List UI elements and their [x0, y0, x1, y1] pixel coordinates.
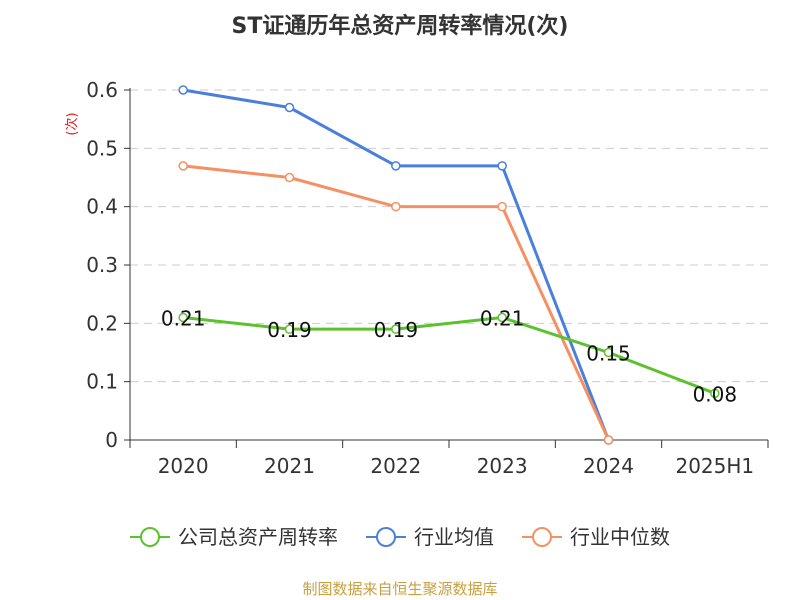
legend-marker	[532, 527, 552, 547]
legend-marker	[140, 527, 160, 547]
data-label: 0.21	[161, 307, 206, 331]
y-tick-label: 0.6	[86, 78, 118, 102]
x-tick-label: 2021	[264, 454, 315, 478]
y-tick-label: 0.1	[86, 370, 118, 394]
y-tick-label: 0.2	[86, 311, 118, 335]
data-point	[603, 435, 614, 445]
data-point	[284, 102, 295, 113]
y-tick-label: 0.3	[86, 253, 118, 277]
legend-label: 公司总资产周转率	[178, 525, 338, 549]
legend-marker	[376, 527, 396, 547]
series-line	[183, 316, 716, 395]
data-point	[391, 161, 401, 171]
data-label: 0.08	[693, 382, 738, 406]
data-point	[178, 312, 188, 323]
x-tick-label: 2020	[158, 454, 209, 478]
legend-item[interactable]: 公司总资产周转率	[130, 525, 338, 549]
source-note: 制图数据来自恒生聚源数据库	[302, 580, 497, 598]
series-lines	[178, 85, 720, 445]
legend-label: 行业均值	[414, 525, 494, 549]
data-point	[178, 161, 188, 171]
data-label: 0.21	[480, 307, 525, 331]
data-point	[603, 347, 614, 358]
data-point	[497, 161, 507, 171]
data-point	[178, 85, 188, 95]
y-axis-label: (次)	[64, 112, 80, 135]
legend-label: 行业中位数	[570, 525, 670, 549]
data-labels: 0.21 0.19 0.19 0.21 0.15 0.08	[161, 307, 737, 407]
y-tick-label: 0.4	[86, 195, 118, 219]
grid-lines	[130, 89, 768, 383]
data-point	[391, 201, 401, 212]
x-tick-label: 2025H1	[675, 454, 754, 478]
y-tick-label: 0	[105, 428, 118, 452]
chart-title: ST证通历年总资产周转率情况(次)	[232, 13, 569, 39]
data-point	[391, 324, 401, 334]
data-label: 0.19	[374, 318, 419, 342]
data-point	[284, 324, 295, 334]
data-point	[284, 172, 295, 183]
x-tick-label: 2024	[583, 454, 634, 478]
data-point	[710, 388, 720, 399]
x-tick-label: 2022	[370, 454, 421, 478]
legend[interactable]: 公司总资产周转率 行业均值 行业中位数	[130, 525, 670, 549]
axes: 0 0.1 0.2 0.3 0.4 0.5 0.6 2020 2021 2022 2023 2024 2…	[86, 78, 769, 478]
data-label: 0.15	[586, 342, 631, 366]
data-point	[497, 201, 507, 212]
data-point	[497, 312, 507, 323]
data-label: 0.19	[267, 318, 312, 342]
legend-item[interactable]: 行业中位数	[522, 525, 670, 549]
x-tick-label: 2023	[477, 454, 528, 478]
y-tick-label: 0.5	[86, 136, 118, 160]
legend-item[interactable]: 行业均值	[366, 525, 494, 549]
